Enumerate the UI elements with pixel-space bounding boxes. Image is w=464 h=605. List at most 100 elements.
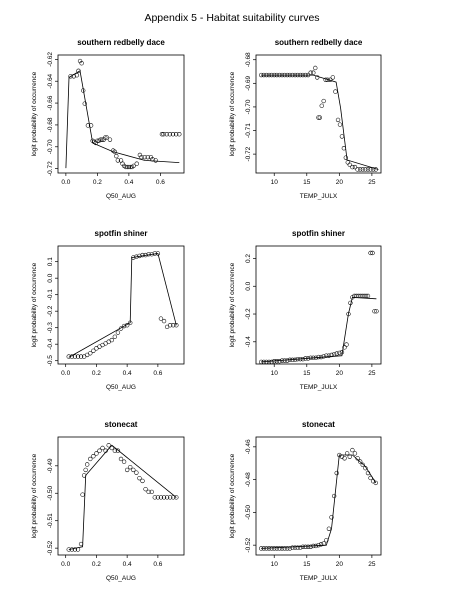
data-point [345, 160, 350, 165]
data-point [83, 467, 88, 473]
fitted-line [261, 454, 377, 549]
data-point [277, 72, 282, 78]
data-point [75, 354, 81, 359]
y-tick-label: -0.64 [47, 73, 54, 88]
data-point [277, 546, 282, 551]
chart-title: southern redbelly dace [77, 38, 165, 47]
data-point [137, 475, 142, 481]
y-axis-label: logit probability of occurrence [229, 453, 236, 538]
data-point [285, 546, 290, 551]
data-point [313, 543, 319, 549]
data-point [68, 74, 73, 79]
x-tick-label: 10 [271, 561, 279, 568]
data-point [76, 68, 81, 74]
data-point [112, 149, 117, 154]
chart-title: stonecat [302, 420, 335, 429]
x-axis-label: TEMP_JULX [300, 384, 338, 391]
data-point [145, 154, 150, 160]
data-point [337, 122, 343, 127]
data-point [311, 355, 316, 360]
y-tick-label: -0.52 [245, 537, 252, 552]
x-tick-label: 25 [368, 370, 376, 377]
data-point [266, 546, 272, 551]
x-tick-label: 0.2 [92, 561, 101, 568]
data-point [317, 115, 322, 120]
chart-panel-5: stonecat 0.0 0.2 0.4 0.6 Q50_AUG -0.52 -0.51 -0.… [31, 420, 185, 582]
y-tick-label: -0.71 [245, 123, 252, 138]
data-point [325, 77, 330, 82]
page-title: Appendix 5 - Habitat suitability curves [144, 12, 320, 24]
fitted-line [261, 74, 379, 170]
x-tick-label: 10 [271, 370, 279, 377]
chart-title: southern redbelly dace [275, 38, 363, 47]
data-point [75, 547, 81, 552]
chart-panel-1: southern redbelly dace 0.0 0.2 0.4 0.6 Q50_AU… [31, 38, 185, 200]
data-point [164, 495, 170, 500]
y-tick-label: -0.5 [47, 355, 54, 367]
data-point [274, 546, 280, 551]
y-tick-label: -0.51 [47, 513, 54, 528]
data-point [158, 495, 164, 500]
data-point [95, 138, 100, 143]
plot-frame [57, 245, 185, 365]
data-point [82, 101, 87, 106]
data-point [85, 462, 90, 467]
y-tick-label: -0.4 [245, 336, 252, 348]
data-point [134, 161, 139, 166]
y-tick-label: 0.1 [47, 257, 54, 266]
data-point [71, 74, 76, 79]
data-point [313, 65, 318, 71]
data-point [348, 300, 353, 306]
data-point [101, 137, 106, 142]
data-point [287, 72, 293, 78]
data-point [106, 443, 111, 448]
data-point [264, 546, 269, 551]
data-point [98, 137, 103, 142]
data-point [72, 354, 78, 359]
data-point [109, 337, 114, 343]
y-tick-label: -0.46 [245, 439, 252, 454]
data-point [308, 544, 313, 549]
data-point [167, 495, 173, 500]
data-point [94, 451, 99, 456]
data-point [360, 462, 365, 468]
data-point [174, 323, 179, 328]
y-tick-label: -0.50 [47, 485, 54, 500]
data-point [88, 456, 93, 462]
chart-panel-2: southern redbelly dace 10 15 20 25 TEMP_JULX -… [229, 38, 382, 200]
data-point [350, 447, 355, 453]
data-point [319, 103, 324, 108]
chart-panel-6: stonecat 10 15 20 25 TEMP_JULX -0.52 -0.50 -0.48… [229, 420, 382, 582]
y-tick-label: -0.2 [47, 305, 54, 317]
x-tick-label: 20 [336, 370, 344, 377]
x-tick-label: 0.2 [92, 370, 101, 377]
y-axis-label: logit probability of occurrence [229, 262, 236, 347]
y-tick-label: -0.70 [245, 99, 252, 114]
data-point [152, 495, 157, 500]
y-tick-label: -0.62 [47, 52, 54, 67]
plot-frame [57, 54, 185, 174]
data-point [298, 545, 303, 550]
data-point [290, 72, 295, 78]
data-point [339, 134, 345, 139]
data-point [355, 167, 360, 172]
data-point [329, 352, 334, 358]
data-point [285, 358, 290, 363]
data-point [167, 132, 173, 137]
data-point [164, 132, 169, 137]
y-tick-label: -0.2 [245, 308, 252, 320]
data-point [261, 72, 266, 78]
data-point [292, 357, 298, 363]
data-point [125, 164, 130, 170]
data-point [300, 356, 306, 362]
data-point [66, 547, 71, 552]
data-point [346, 311, 351, 317]
data-point [352, 451, 358, 456]
y-axis-label: logit probability of occurrence [31, 453, 38, 538]
data-point [146, 252, 151, 257]
y-tick-label: -0.50 [245, 505, 252, 520]
data-point [344, 451, 350, 456]
data-point [128, 320, 133, 325]
x-tick-label: 0.0 [61, 370, 70, 377]
data-point [300, 544, 306, 549]
